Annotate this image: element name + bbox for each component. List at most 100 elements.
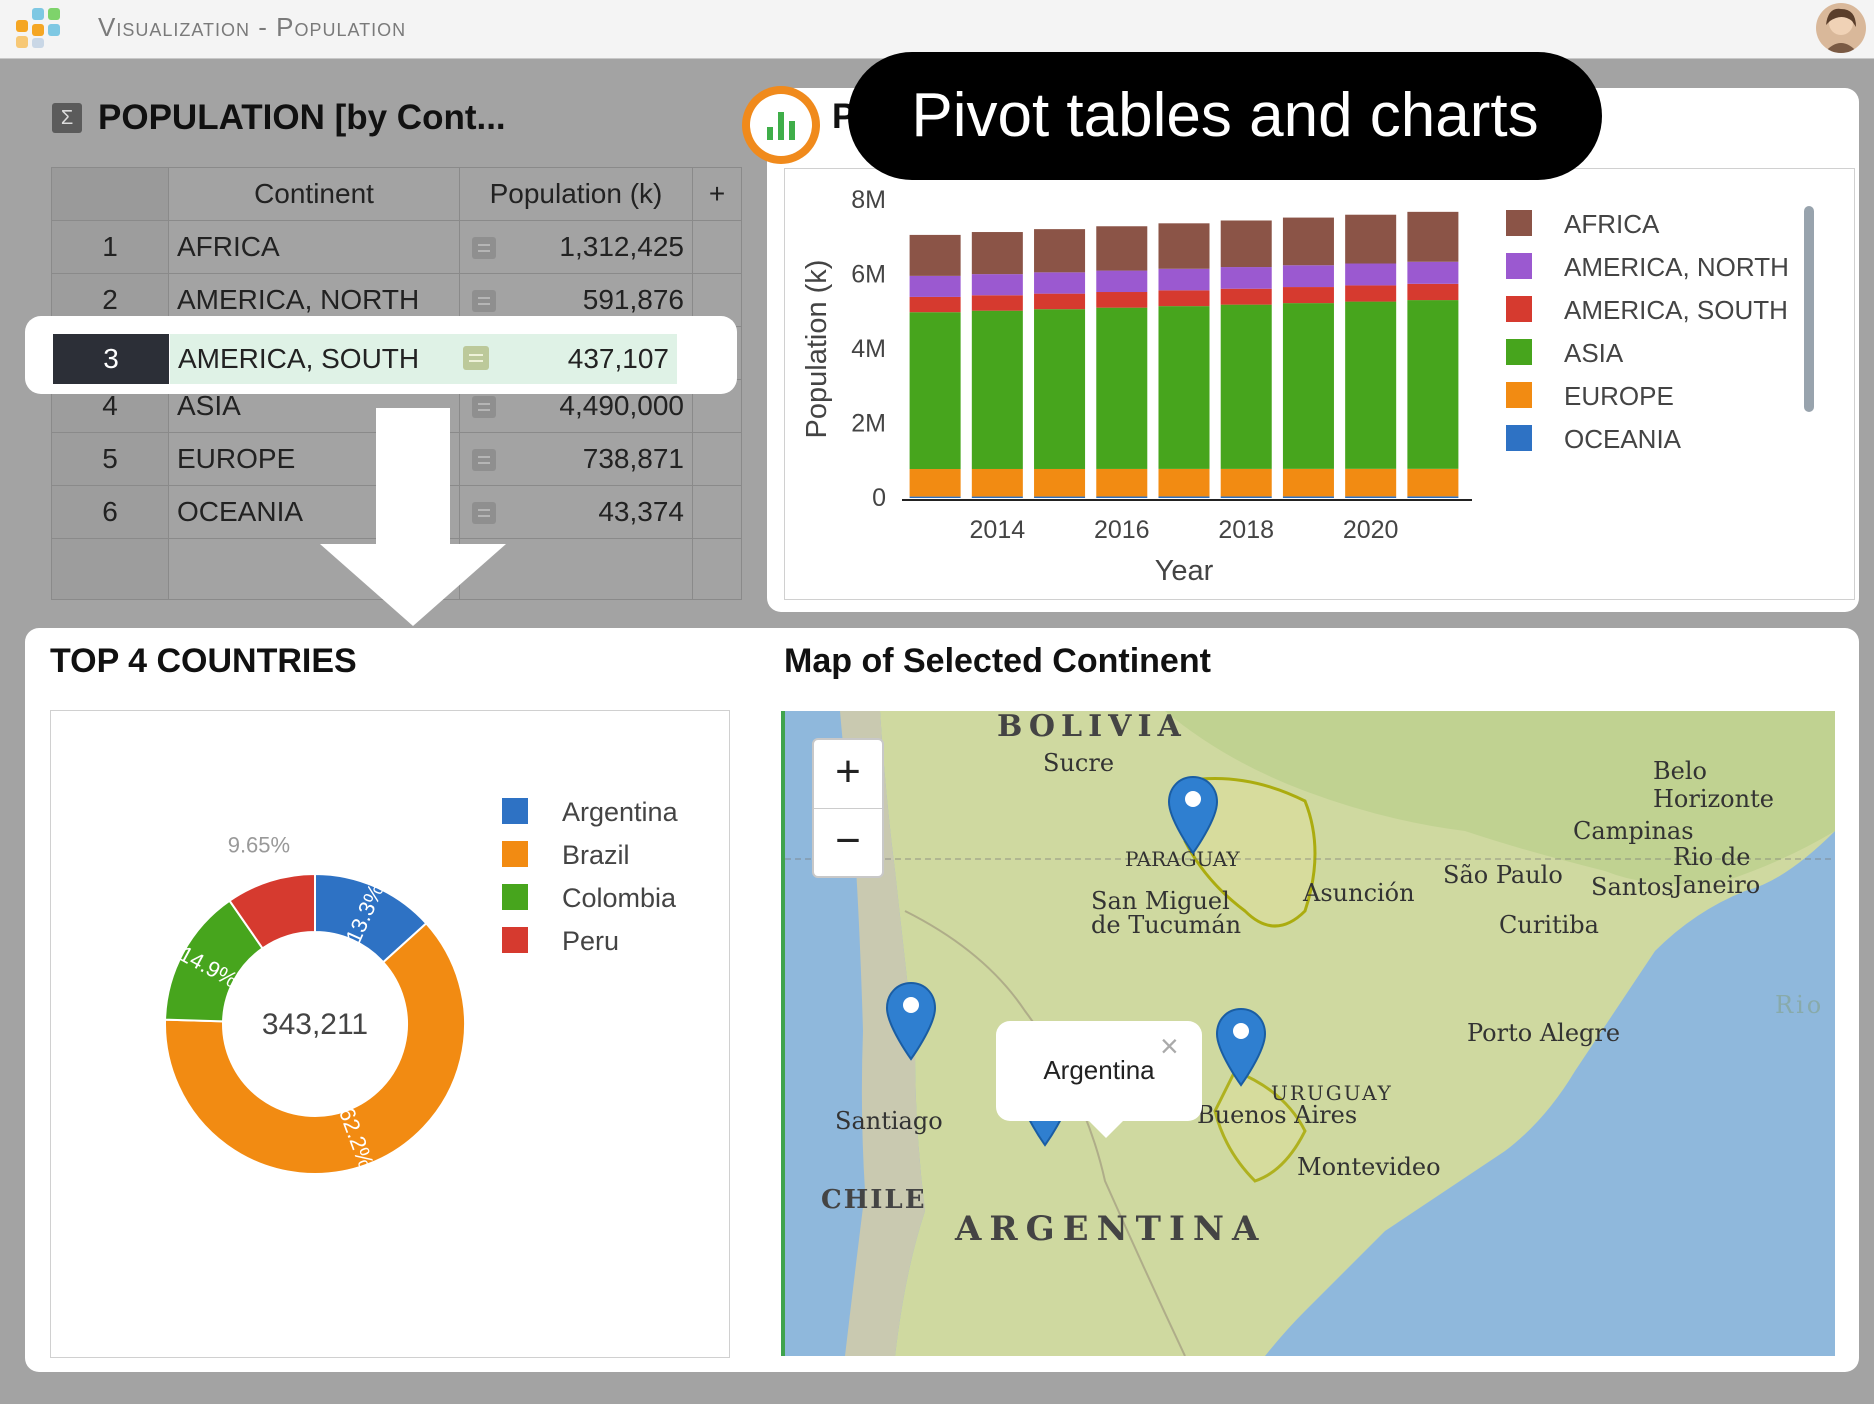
bar-segment[interactable] xyxy=(1096,468,1148,497)
bar-segment[interactable] xyxy=(1407,261,1459,284)
legend-label[interactable]: Peru xyxy=(562,926,619,956)
bar-segment[interactable] xyxy=(971,496,1023,498)
bar-segment[interactable] xyxy=(971,310,1023,469)
bar-segment[interactable] xyxy=(1220,267,1272,289)
selected-cell-continent[interactable]: AMERICA, SOUTH xyxy=(170,334,460,384)
legend-swatch[interactable] xyxy=(502,798,528,824)
legend-label[interactable]: AMERICA, NORTH xyxy=(1564,252,1789,282)
bar-segment[interactable] xyxy=(1096,496,1148,498)
legend-label[interactable]: OCEANIA xyxy=(1564,424,1682,454)
cell-continent[interactable]: AFRICA xyxy=(168,220,460,274)
bar-segment[interactable] xyxy=(1034,309,1086,469)
bar-segment[interactable] xyxy=(971,274,1023,296)
bar-segment[interactable] xyxy=(1345,214,1397,264)
bar-segment[interactable] xyxy=(1407,496,1459,498)
bar-segment[interactable] xyxy=(909,275,961,297)
legend-label[interactable]: AFRICA xyxy=(1564,209,1660,239)
row-number: 1 xyxy=(51,220,169,274)
map-pin-icon[interactable] xyxy=(1167,775,1219,855)
selected-cell-population[interactable]: 437,107 xyxy=(453,334,677,384)
cell-population[interactable]: 1,312,425 xyxy=(459,220,693,274)
bar-segment[interactable] xyxy=(1034,468,1086,497)
chart-widget-icon[interactable] xyxy=(742,86,820,164)
table-row[interactable]: 1 AFRICA 1,312,425 xyxy=(51,220,742,274)
bar-segment[interactable] xyxy=(1158,468,1210,497)
bar-segment[interactable] xyxy=(1034,229,1086,273)
bar-segment[interactable] xyxy=(1282,265,1334,288)
bar-segment[interactable] xyxy=(1282,468,1334,497)
legend-swatch[interactable] xyxy=(1506,425,1532,451)
bar-segment[interactable] xyxy=(1096,226,1148,271)
donut-slice[interactable] xyxy=(228,872,316,950)
user-avatar[interactable] xyxy=(1816,3,1866,53)
legend-swatch[interactable] xyxy=(1506,210,1532,236)
app-logo-icon[interactable] xyxy=(14,6,62,50)
legend-swatch[interactable] xyxy=(502,884,528,910)
col-header-population[interactable]: Population (k) xyxy=(459,167,693,221)
map-view[interactable]: BOLIVIA Sucre PARAGUAY Asunción Belo Hor… xyxy=(781,711,1835,1356)
legend-swatch[interactable] xyxy=(502,841,528,867)
bar-segment[interactable] xyxy=(1220,304,1272,469)
legend-label[interactable]: AMERICA, SOUTH xyxy=(1564,295,1788,325)
bar-segment[interactable] xyxy=(1096,307,1148,469)
bar-segment[interactable] xyxy=(1158,223,1210,269)
zoom-out-button[interactable]: − xyxy=(835,816,861,865)
legend-scrollbar[interactable] xyxy=(1804,206,1814,412)
bar-segment[interactable] xyxy=(971,232,1023,275)
bar-segment[interactable] xyxy=(909,312,961,470)
cell-population[interactable]: 43,374 xyxy=(459,485,693,539)
bar-segment[interactable] xyxy=(1345,468,1397,497)
bar-segment[interactable] xyxy=(1158,306,1210,469)
bar-segment[interactable] xyxy=(1407,300,1459,469)
bar-segment[interactable] xyxy=(1282,287,1334,304)
cell-population[interactable]: 738,871 xyxy=(459,432,693,486)
legend-swatch[interactable] xyxy=(1506,296,1532,322)
bar-segment[interactable] xyxy=(1282,303,1334,469)
bar-segment[interactable] xyxy=(1345,496,1397,498)
legend-label[interactable]: Colombia xyxy=(562,883,677,913)
legend-label[interactable]: Brazil xyxy=(562,840,630,870)
legend-swatch[interactable] xyxy=(502,927,528,953)
bar-segment[interactable] xyxy=(1282,496,1334,498)
selected-row-number[interactable]: 3 xyxy=(53,334,169,384)
bar-segment[interactable] xyxy=(971,468,1023,497)
bar-segment[interactable] xyxy=(1034,496,1086,498)
legend-label[interactable]: EUROPE xyxy=(1564,381,1674,411)
bar-segment[interactable] xyxy=(909,234,961,276)
col-header-continent[interactable]: Continent xyxy=(168,167,460,221)
bar-segment[interactable] xyxy=(1034,272,1086,294)
bar-segment[interactable] xyxy=(1096,270,1148,293)
legend-label[interactable]: ASIA xyxy=(1564,338,1624,368)
bar-segment[interactable] xyxy=(1407,283,1459,301)
bar-segment[interactable] xyxy=(1220,496,1272,498)
map-pin-icon[interactable] xyxy=(885,981,937,1061)
add-column-button[interactable]: + xyxy=(692,167,742,221)
bar-segment[interactable] xyxy=(1034,293,1086,310)
bar-segment[interactable] xyxy=(1158,290,1210,307)
bar-segment[interactable] xyxy=(909,496,961,498)
bar-segment[interactable] xyxy=(1158,496,1210,498)
legend-swatch[interactable] xyxy=(1506,253,1532,279)
bar-segment[interactable] xyxy=(1220,220,1272,268)
bar-segment[interactable] xyxy=(1345,301,1397,469)
bar-segment[interactable] xyxy=(1407,468,1459,497)
bar-segment[interactable] xyxy=(1282,217,1334,266)
bar-segment[interactable] xyxy=(1345,263,1397,286)
bar-segment[interactable] xyxy=(1220,288,1272,305)
bar-segment[interactable] xyxy=(971,295,1023,311)
bar-segment[interactable] xyxy=(909,296,961,313)
bar-segment[interactable] xyxy=(1407,211,1459,262)
legend-label[interactable]: Argentina xyxy=(562,797,679,827)
donut-slice[interactable] xyxy=(164,921,466,1175)
legend-swatch[interactable] xyxy=(1506,339,1532,365)
bar-segment[interactable] xyxy=(1096,292,1148,308)
popup-close-icon[interactable]: × xyxy=(1160,1028,1179,1064)
map-pin-icon[interactable] xyxy=(1215,1007,1267,1087)
bar-segment[interactable] xyxy=(1158,268,1210,291)
bar-segment[interactable] xyxy=(909,469,961,497)
bar-segment[interactable] xyxy=(1220,468,1272,497)
zoom-in-button[interactable]: + xyxy=(814,740,882,809)
bar-segment[interactable] xyxy=(1345,285,1397,302)
map-terrain[interactable] xyxy=(785,711,1835,1356)
legend-swatch[interactable] xyxy=(1506,382,1532,408)
